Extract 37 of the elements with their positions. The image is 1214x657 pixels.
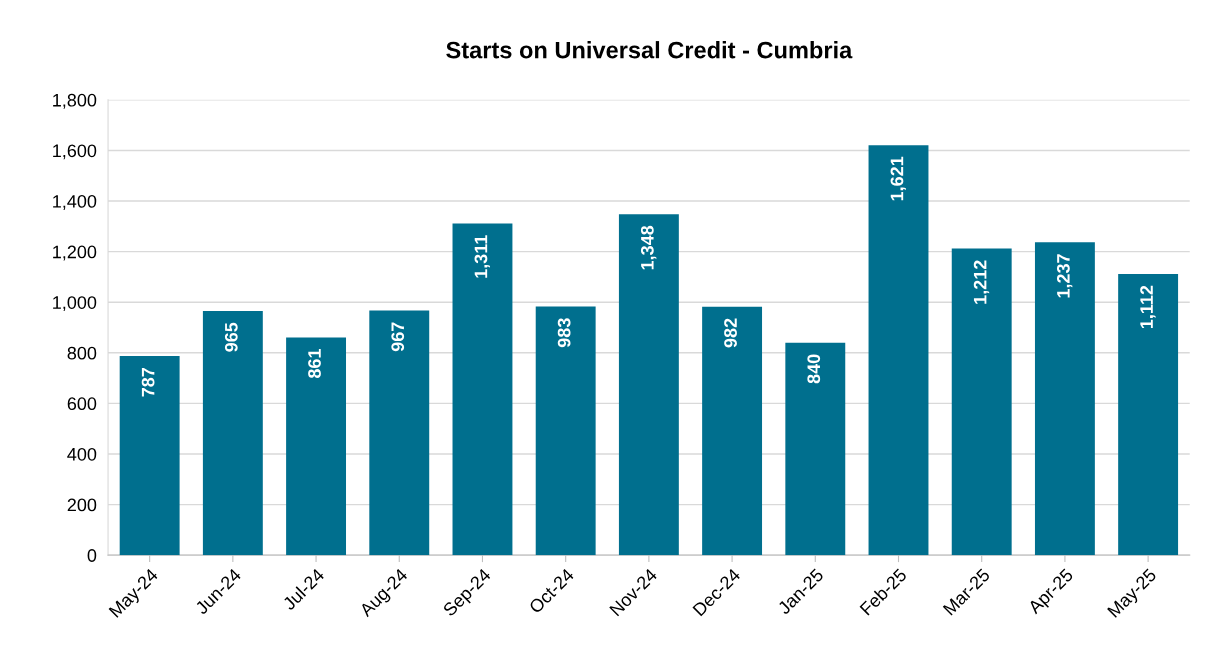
data-label: 1,348: [640, 225, 657, 270]
bar: [1118, 273, 1179, 556]
bar: [202, 311, 263, 556]
y-tick-label: 200: [67, 498, 97, 512]
bar: [119, 356, 180, 556]
y-tick-label: 1,200: [53, 245, 97, 261]
data-label: 1,237: [1056, 254, 1073, 298]
y-tick-label: 0: [87, 549, 97, 562]
data-label: 1,311: [474, 235, 490, 278]
bar: [1034, 242, 1095, 556]
bar: [868, 145, 929, 556]
bar: [286, 337, 347, 556]
y-tick-label: 1,000: [53, 296, 97, 312]
bar: [452, 223, 513, 556]
bar: [369, 310, 430, 556]
y-tick-label: 1,800: [53, 93, 97, 109]
data-label: 787: [141, 368, 155, 397]
y-tick-label: 600: [67, 397, 97, 411]
data-label: 1,112: [1140, 285, 1156, 329]
chart-title: Starts on Universal Credit - Cumbria: [446, 41, 853, 59]
y-tick-label: 1,400: [53, 194, 97, 210]
y-tick-label: 1,600: [53, 144, 97, 160]
data-label: 861: [308, 348, 321, 379]
data-label: 982: [724, 318, 737, 348]
bar: [951, 248, 1012, 556]
y-tick-label: 400: [67, 447, 97, 461]
data-label: 983: [557, 318, 571, 348]
data-label: 965: [224, 322, 238, 352]
bar: [618, 214, 679, 556]
data-label: 967: [391, 322, 405, 352]
data-label: 1,621: [890, 156, 906, 201]
data-label: 840: [807, 354, 821, 384]
bar: [785, 342, 846, 556]
y-tick-label: 800: [67, 346, 97, 360]
bar: [535, 306, 596, 556]
bar: [702, 306, 763, 556]
data-label: 1,212: [973, 260, 990, 304]
